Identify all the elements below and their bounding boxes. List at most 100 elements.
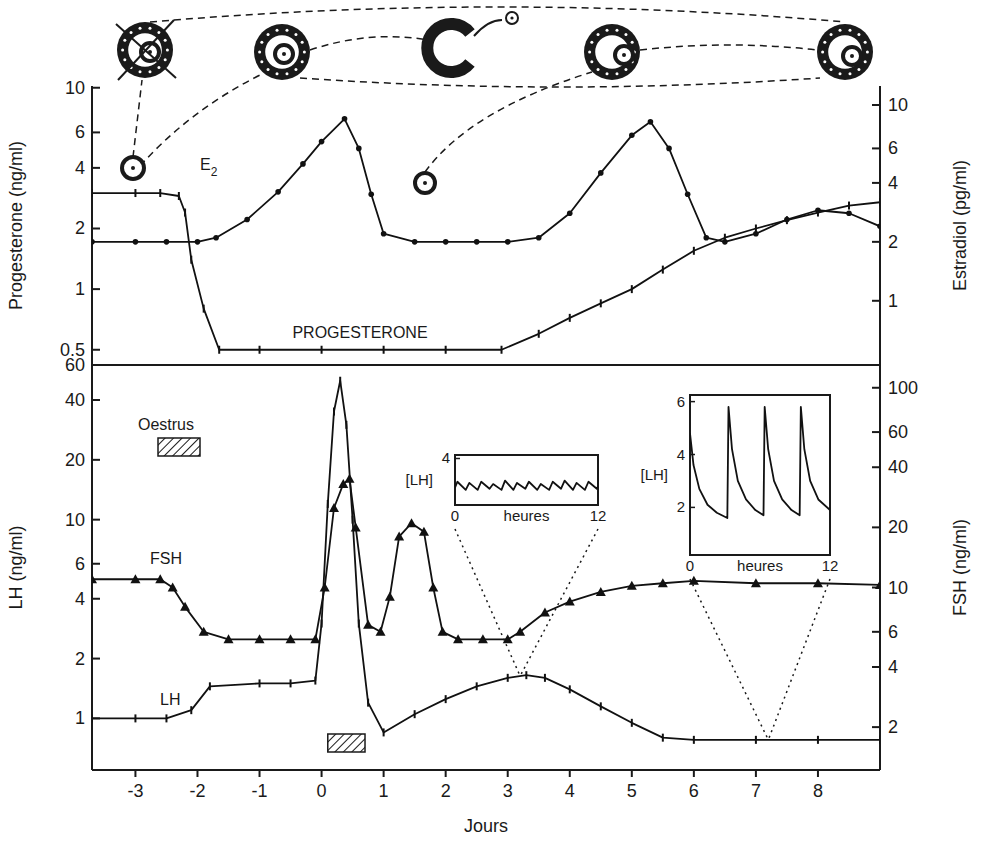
y2-tick-label: 2 [888, 717, 898, 737]
marker-tick [209, 682, 211, 690]
inset-y-tick-label: 6 [677, 393, 685, 410]
marker-tick [879, 198, 880, 206]
inset-plot [690, 407, 830, 518]
inset-y-title: [LH] [405, 471, 433, 488]
marker-triangle [394, 532, 404, 541]
y-tick [92, 519, 100, 521]
ovulation-tail [474, 20, 502, 36]
y-tick-label: 10 [65, 510, 85, 530]
inset-connector [768, 579, 830, 740]
ovary-speck [597, 68, 600, 71]
marker-tick [203, 305, 205, 313]
ovary-speck [164, 58, 167, 61]
y-tick-label: 4 [75, 589, 85, 609]
marker-tick [600, 702, 602, 710]
subscript: 2 [211, 165, 218, 179]
cross-line [118, 20, 174, 80]
oestrus-period [328, 734, 365, 752]
y-tick-label: 20 [65, 450, 85, 470]
marker-tick [134, 714, 136, 722]
ovary-speck [597, 33, 600, 36]
x-tick [631, 770, 633, 777]
marker-tick [92, 189, 93, 197]
oocyte-dot [622, 53, 626, 57]
ovary-speck [588, 51, 591, 54]
marker-tick [134, 189, 136, 197]
marker-tick [544, 674, 546, 682]
panel-1: 12461020406024610204060100-3-2-101234567… [6, 355, 970, 836]
y-tick-label: 10 [65, 78, 85, 98]
y-tick-label: 60 [65, 355, 85, 375]
inset-y-title: [LH] [640, 466, 668, 483]
marker-tick [569, 685, 571, 693]
marker-triangle [385, 592, 395, 601]
marker-tick [367, 699, 369, 707]
marker-circle [275, 189, 281, 195]
marker-triangle [540, 607, 550, 616]
y-tick [92, 288, 100, 290]
marker-tick [879, 736, 880, 744]
marker-tick [693, 247, 695, 255]
y-tick-label: 2 [75, 649, 85, 669]
inset-x-tick-label: 0 [686, 557, 694, 574]
ovary-speck [823, 41, 826, 44]
marker-triangle [453, 634, 463, 643]
x-axis-title: Jours [464, 816, 508, 836]
y-tick-label: 6 [75, 122, 85, 142]
marker-tick [724, 234, 726, 242]
dashed-link [640, 45, 817, 50]
y2-axis-line [879, 365, 881, 770]
x-tick [134, 770, 136, 777]
y-axis-title: LH (ng/ml) [6, 525, 26, 609]
marker-circle [598, 170, 604, 176]
inset-line [455, 481, 598, 490]
marker-tick [92, 714, 93, 722]
marker-triangle [286, 634, 296, 643]
x-tick-label: 6 [689, 781, 699, 801]
marker-tick [339, 377, 341, 385]
inset-y-tick [690, 507, 695, 509]
marker-triangle [438, 627, 448, 636]
marker-tick [358, 620, 360, 628]
x-tick [445, 770, 447, 777]
ovary-speck [294, 33, 297, 36]
marker-triangle [329, 503, 339, 512]
x-tick-label: -3 [127, 781, 143, 801]
marker-tick [538, 330, 540, 338]
inset-x-title: heures [737, 557, 783, 574]
ovary-speck [267, 68, 270, 71]
ovary-speck [857, 33, 860, 36]
y-tick-label: 1 [75, 708, 85, 728]
inset-y-tick [455, 458, 460, 460]
x-axis-line [92, 364, 880, 366]
marker-triangle [478, 634, 488, 643]
marker-triangle [168, 583, 178, 592]
x-tick-label: 4 [565, 781, 575, 801]
ovary-speck [276, 72, 279, 75]
y-tick [92, 563, 100, 565]
marker-circle [368, 191, 374, 197]
marker-circle [412, 239, 418, 245]
inset-plot [455, 481, 598, 490]
marker-triangle [155, 574, 165, 583]
marker-tick [817, 736, 819, 744]
marker-triangle [751, 578, 761, 587]
marker-tick [662, 266, 664, 274]
marker-triangle [199, 627, 209, 636]
x-tick [321, 770, 323, 777]
marker-triangle [596, 587, 606, 596]
marker-tick [333, 408, 335, 416]
marker-circle [474, 239, 480, 245]
inset-x-title: heures [504, 507, 550, 524]
x-tick-label: 1 [379, 781, 389, 801]
marker-triangle [627, 581, 637, 590]
marker-tick [600, 299, 602, 307]
marker-circle [356, 146, 362, 152]
marker-tick [414, 710, 416, 718]
ovary-speck [130, 31, 133, 34]
ovary-speck [301, 41, 304, 44]
ovum-icon [506, 12, 518, 24]
ovary-speck [857, 68, 860, 71]
ovum-dot [510, 16, 513, 19]
marker-triangle [407, 518, 417, 527]
